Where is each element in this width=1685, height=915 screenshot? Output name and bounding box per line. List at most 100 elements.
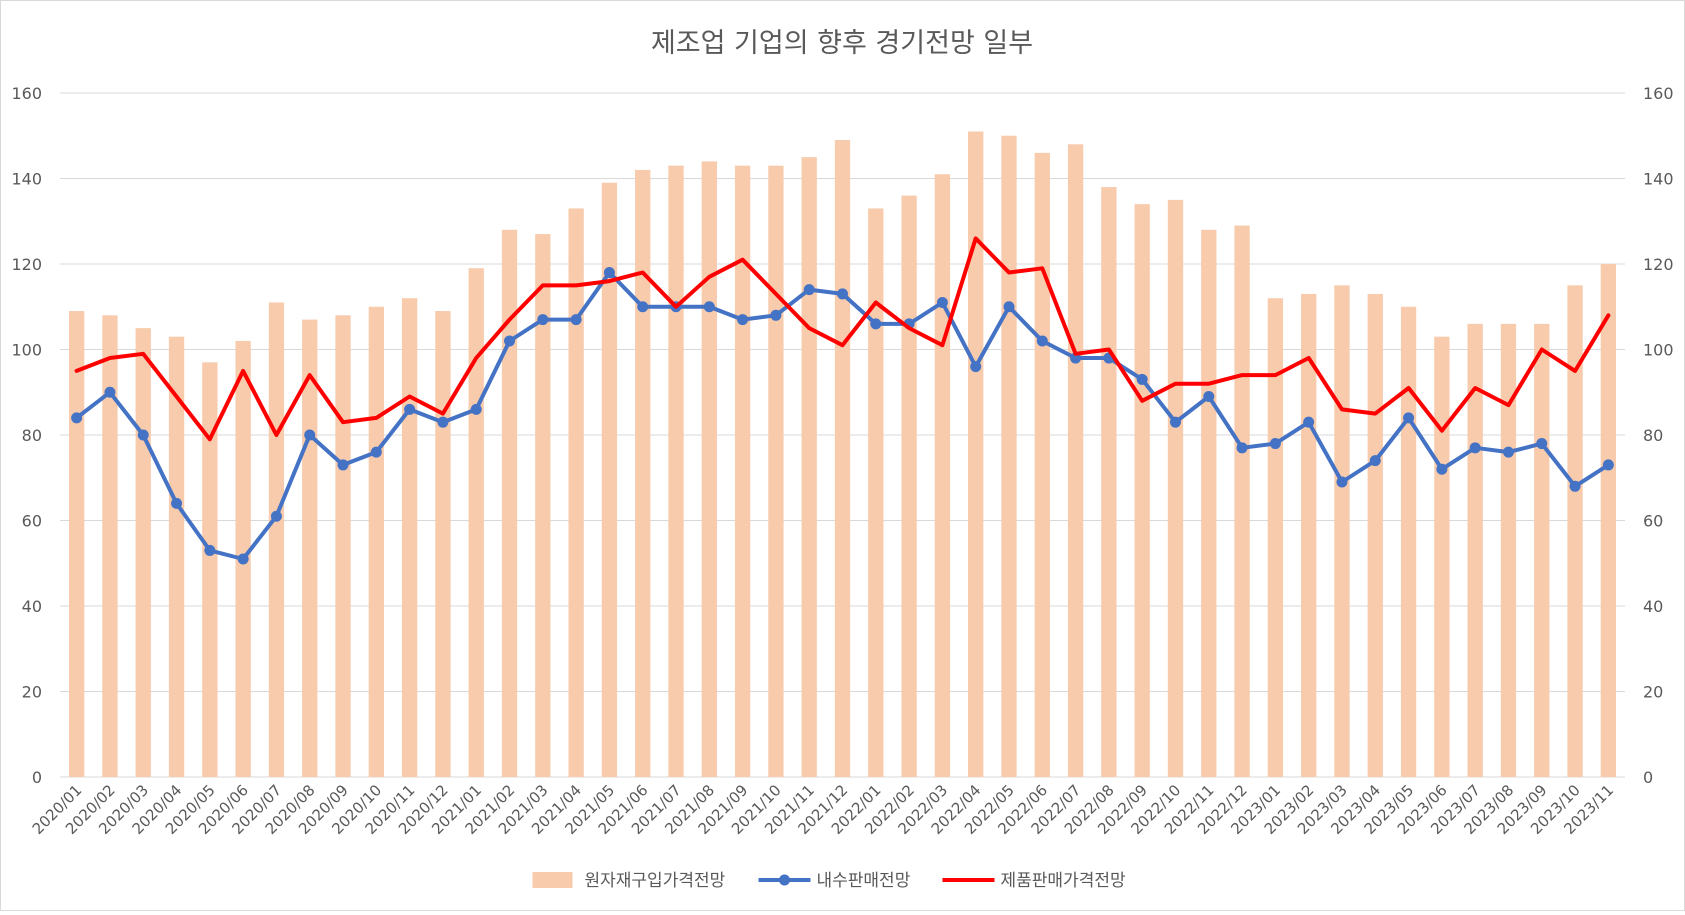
bar xyxy=(501,229,518,778)
bar xyxy=(1267,298,1284,777)
legend-swatch-bar xyxy=(532,872,573,888)
bar xyxy=(168,336,185,777)
bar xyxy=(368,306,384,777)
data-point xyxy=(970,361,982,373)
chart-title: 제조업 기업의 향후 경기전망 일부 xyxy=(651,28,1033,59)
data-point xyxy=(270,510,282,522)
data-point xyxy=(470,403,482,415)
data-point xyxy=(1569,480,1581,492)
bar xyxy=(668,165,684,778)
legend-item: 원자재구입가격전망 xyxy=(532,871,726,891)
data-point xyxy=(1536,438,1548,450)
data-point xyxy=(1136,373,1148,385)
data-point xyxy=(1502,446,1514,458)
data-point xyxy=(770,309,782,321)
data-point xyxy=(803,284,815,296)
bar xyxy=(1034,152,1050,778)
bar xyxy=(535,234,551,777)
y-tick-label-left: 20 xyxy=(22,683,42,702)
bar xyxy=(801,157,817,777)
data-point xyxy=(204,544,216,556)
bar xyxy=(1534,323,1550,777)
y-tick-label-right: 0 xyxy=(1643,768,1653,787)
bar xyxy=(335,315,351,777)
y-tick-label-right: 60 xyxy=(1643,512,1663,531)
data-point xyxy=(1369,455,1381,467)
data-point xyxy=(404,403,416,415)
bar xyxy=(768,165,784,778)
bar xyxy=(1067,144,1084,778)
bar xyxy=(1201,229,1217,778)
data-point xyxy=(1003,301,1015,313)
data-point xyxy=(1169,416,1181,428)
bar xyxy=(1600,264,1617,777)
bar xyxy=(734,165,751,778)
data-point xyxy=(137,429,149,441)
series-line xyxy=(74,236,1611,442)
y-tick-label-left: 40 xyxy=(22,597,42,616)
data-point xyxy=(1203,391,1215,403)
data-point xyxy=(870,318,882,330)
bar xyxy=(1234,225,1250,777)
data-point xyxy=(703,301,715,313)
data-point xyxy=(570,314,582,326)
data-point xyxy=(337,459,349,471)
y-tick-label-left: 60 xyxy=(22,512,42,531)
y-tick-label-right: 40 xyxy=(1643,597,1663,616)
y-tick-label-left: 120 xyxy=(11,255,42,274)
bar xyxy=(435,311,451,777)
legend-label: 내수판매전망 xyxy=(817,871,911,891)
y-tick-label-right: 100 xyxy=(1643,341,1674,360)
legend-marker xyxy=(779,874,790,886)
data-point xyxy=(237,553,249,565)
bar xyxy=(1434,336,1450,777)
bar xyxy=(1500,323,1517,777)
data-point xyxy=(1436,463,1448,475)
bar xyxy=(268,302,285,777)
bar xyxy=(934,174,951,778)
y-tick-label-left: 0 xyxy=(32,768,42,787)
data-point xyxy=(603,267,615,279)
bar xyxy=(968,131,984,778)
bar xyxy=(701,161,717,777)
bar xyxy=(568,208,584,778)
data-point xyxy=(1036,335,1048,347)
bar xyxy=(901,195,917,778)
y-tick-label-right: 80 xyxy=(1643,426,1663,445)
y-tick-label-left: 80 xyxy=(22,426,42,445)
data-point xyxy=(71,412,83,424)
y-tick-label-right: 140 xyxy=(1643,170,1674,189)
y-tick-label-left: 100 xyxy=(11,341,42,360)
bar-series-원자재구입가격전망 xyxy=(68,131,1617,778)
bar xyxy=(1167,199,1184,777)
legend-label: 원자재구입가격전망 xyxy=(585,871,726,891)
bar xyxy=(68,311,85,777)
data-point xyxy=(1469,442,1481,454)
data-point xyxy=(737,314,749,326)
bar xyxy=(468,268,484,777)
data-point xyxy=(104,386,116,398)
data-point xyxy=(171,497,183,509)
data-point xyxy=(537,314,549,326)
legend-item: 제품판매가격전망 xyxy=(942,871,1126,891)
bar xyxy=(1400,306,1417,777)
legend-item: 내수판매전망 xyxy=(758,871,911,891)
bar xyxy=(1334,285,1350,777)
data-point xyxy=(1602,459,1614,471)
bar xyxy=(1467,323,1483,777)
data-point xyxy=(504,335,516,347)
data-point xyxy=(936,296,948,308)
bar xyxy=(834,140,851,777)
legend: 원자재구입가격전망 내수판매전망 제품판매가격전망 xyxy=(532,871,1126,891)
data-point xyxy=(837,288,848,300)
legend-label: 제품판매가격전망 xyxy=(1001,871,1126,891)
bar xyxy=(601,182,618,777)
data-point xyxy=(637,301,649,313)
data-point xyxy=(304,429,316,441)
data-point xyxy=(437,416,449,428)
y-tick-label-right: 20 xyxy=(1643,683,1663,702)
data-point xyxy=(1303,416,1315,428)
bar xyxy=(1101,187,1117,778)
bar xyxy=(868,208,884,778)
